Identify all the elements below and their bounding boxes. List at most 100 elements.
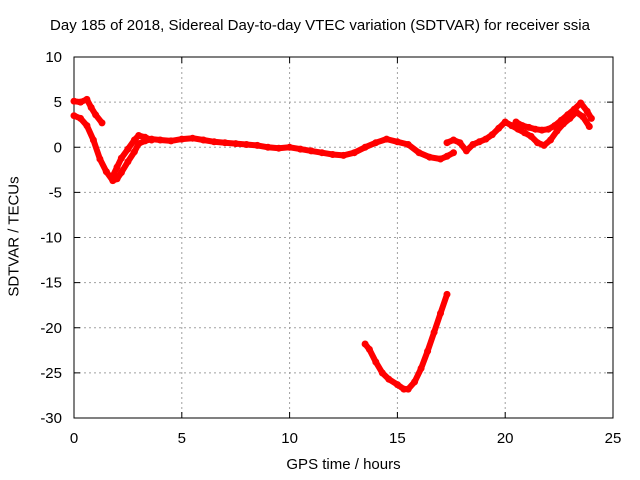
data-point xyxy=(189,134,197,142)
data-point xyxy=(264,143,272,151)
data-point xyxy=(87,104,95,111)
y-tick-label: 10 xyxy=(45,49,62,66)
data-point xyxy=(417,364,425,372)
data-point xyxy=(488,131,496,139)
axis-ticks: 0 5 10 15 20 25 10 5 0 -5 -10 -15 -20 -25 -30 xyxy=(40,49,621,447)
data-point xyxy=(411,378,419,386)
data-point xyxy=(148,136,156,144)
data-point xyxy=(77,114,84,122)
data-point xyxy=(443,152,451,160)
data-point xyxy=(577,99,585,107)
x-tick-label: 25 xyxy=(605,430,622,447)
data-point xyxy=(534,139,541,147)
data-point xyxy=(117,169,125,176)
data-point xyxy=(113,163,121,171)
data-point xyxy=(350,149,358,157)
data-point xyxy=(92,111,100,119)
data-point xyxy=(141,133,149,141)
data-point xyxy=(385,375,393,383)
data-point xyxy=(378,369,386,377)
data-point xyxy=(531,125,539,133)
data-point xyxy=(178,135,186,143)
y-tick-label: -15 xyxy=(40,275,62,292)
y-axis-label: SDTVAR / TECUs xyxy=(5,176,23,297)
data-point xyxy=(538,126,546,134)
data-point xyxy=(540,141,548,149)
data-point xyxy=(426,153,434,161)
data-point xyxy=(70,112,78,120)
data-point xyxy=(437,155,444,163)
data-point xyxy=(564,111,572,119)
data-point xyxy=(109,172,117,180)
data-series xyxy=(70,95,595,393)
data-point xyxy=(512,118,520,126)
x-tick-label: 0 xyxy=(70,430,78,447)
data-point xyxy=(372,139,380,147)
y-tick-label: -30 xyxy=(40,410,62,427)
y-tick-label: -10 xyxy=(40,230,62,247)
y-tick-label: -5 xyxy=(49,184,62,201)
data-point xyxy=(424,347,432,355)
data-point xyxy=(443,290,451,298)
data-point xyxy=(286,143,294,151)
series-arc-f xyxy=(362,291,450,393)
y-tick-label: -20 xyxy=(40,320,62,337)
data-point xyxy=(437,309,444,317)
data-point xyxy=(393,138,401,146)
data-point xyxy=(221,139,229,147)
data-point xyxy=(475,138,483,146)
data-point xyxy=(243,141,250,148)
data-point xyxy=(98,119,106,127)
data-point xyxy=(583,107,591,115)
data-point xyxy=(404,385,412,393)
data-point xyxy=(553,127,561,135)
data-point xyxy=(579,113,587,121)
data-point xyxy=(443,139,451,147)
y-tick-label: 5 xyxy=(54,94,62,111)
data-point xyxy=(329,151,337,158)
data-point xyxy=(124,145,132,153)
data-point xyxy=(518,122,526,130)
data-point xyxy=(361,340,369,348)
data-point xyxy=(501,118,509,126)
data-point xyxy=(210,138,218,146)
data-point xyxy=(318,149,326,157)
data-point xyxy=(383,135,391,143)
data-point xyxy=(275,144,283,152)
data-point xyxy=(450,149,457,157)
data-point xyxy=(393,381,401,389)
data-point xyxy=(83,122,91,130)
data-point xyxy=(199,136,207,144)
data-point xyxy=(70,97,78,105)
data-point xyxy=(585,123,593,130)
x-tick-label: 15 xyxy=(389,430,406,447)
data-point xyxy=(587,114,595,122)
data-point xyxy=(130,148,138,156)
data-point xyxy=(404,141,412,148)
x-axis-label: GPS time / hours xyxy=(286,456,401,473)
data-point xyxy=(469,141,477,148)
data-point xyxy=(77,98,84,106)
data-point xyxy=(372,358,380,366)
data-point xyxy=(450,136,457,144)
data-point xyxy=(124,158,132,166)
data-point xyxy=(102,168,110,176)
data-point xyxy=(551,122,559,130)
grid xyxy=(74,57,613,418)
data-point xyxy=(570,105,578,113)
data-point xyxy=(547,136,554,144)
data-point xyxy=(521,129,529,137)
data-point xyxy=(361,143,369,151)
data-point xyxy=(307,147,315,155)
data-point xyxy=(365,345,373,353)
y-tick-label: -25 xyxy=(40,365,62,382)
data-point xyxy=(156,136,164,144)
data-point xyxy=(232,140,240,148)
y-tick-label: 0 xyxy=(54,139,62,156)
data-point xyxy=(130,136,138,144)
data-point xyxy=(167,137,175,145)
x-tick-label: 20 xyxy=(497,430,514,447)
data-point xyxy=(482,135,490,143)
data-point xyxy=(544,125,552,133)
